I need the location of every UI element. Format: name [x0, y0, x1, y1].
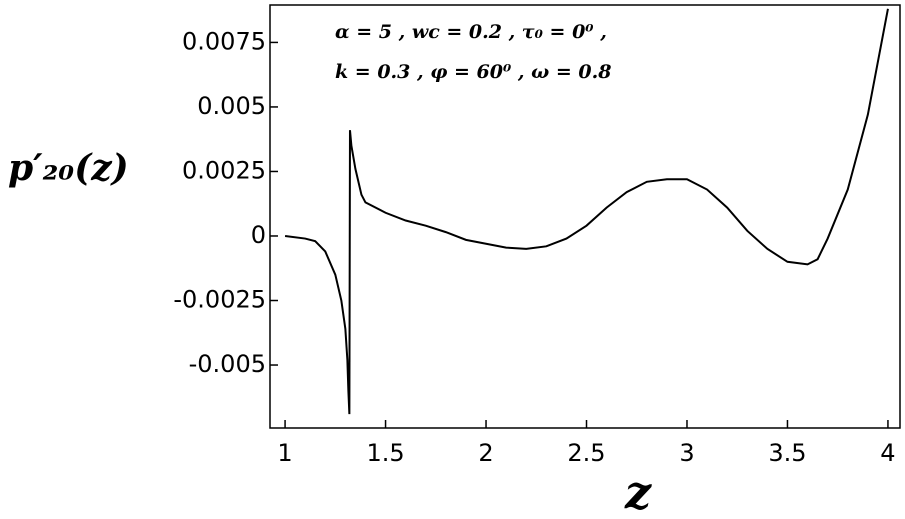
y-axis-label: p′₂₀(z): [8, 147, 129, 189]
x-tick-label: 1: [277, 439, 292, 467]
x-tick-label: 2.5: [567, 439, 605, 467]
y-tick-label: 0: [251, 221, 266, 249]
y-tick-label: 0.0075: [182, 27, 266, 55]
annotation: k = 0.3 , φ = 60⁰ , ω = 0.8: [335, 61, 611, 83]
x-tick-label: 3.5: [768, 439, 806, 467]
y-tick-label: -0.0025: [173, 286, 266, 314]
x-tick-label: 4: [880, 439, 895, 467]
data-line: [284, 8, 889, 415]
x-tick-label: 3: [679, 439, 694, 467]
x-axis-label: z: [624, 465, 652, 519]
x-tick-label: 1.5: [366, 439, 404, 467]
y-tick-label: -0.005: [189, 350, 266, 378]
x-tick-label: 2: [478, 439, 493, 467]
y-tick-label: 0.0025: [182, 156, 266, 184]
annotation: α = 5 , wc = 0.2 , τ₀ = 0⁰ ,: [335, 21, 607, 43]
y-tick-label: 0.005: [197, 92, 266, 120]
plot-frame: [269, 4, 901, 429]
